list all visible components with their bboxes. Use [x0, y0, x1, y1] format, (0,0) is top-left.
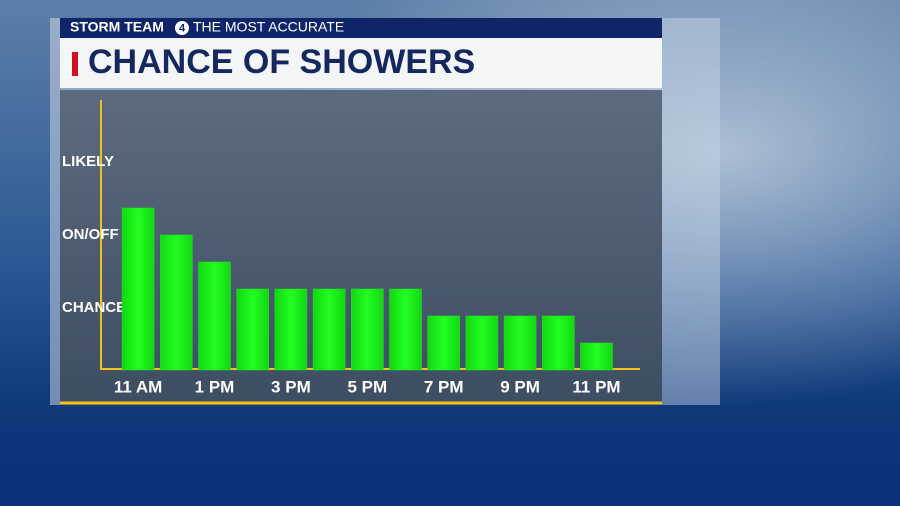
bar	[198, 261, 231, 371]
bar	[427, 315, 460, 371]
x-tick-label: 11 PM	[572, 377, 620, 396]
x-tick-label: 7 PM	[424, 377, 464, 396]
bar	[236, 288, 269, 371]
y-tick-label: CHANCE	[62, 299, 126, 316]
title-box	[60, 38, 662, 88]
x-tick-label: 11 AM	[114, 377, 163, 396]
x-tick-label: 5 PM	[347, 377, 387, 396]
x-tick-label: 1 PM	[195, 377, 235, 396]
brand: STORM TEAM	[70, 19, 164, 35]
bar	[580, 342, 613, 371]
bar	[351, 288, 384, 371]
bar	[121, 207, 155, 371]
bar	[465, 315, 499, 371]
bar	[389, 288, 422, 371]
logo-circle	[175, 21, 189, 35]
y-tick-label: ON/OFF	[62, 226, 119, 243]
panel-glass	[662, 18, 720, 405]
x-tick-label: 9 PM	[500, 377, 540, 396]
chart-title: CHANCE OF SHOWERS	[88, 43, 475, 81]
header-bar	[60, 18, 662, 38]
logo: 4	[179, 22, 186, 34]
floor	[0, 425, 900, 506]
bar	[503, 315, 537, 371]
y-tick-label: LIKELY	[62, 153, 114, 170]
bar	[312, 288, 346, 371]
tagline: THE MOST ACCURATE	[193, 19, 344, 35]
title-accent	[72, 52, 78, 76]
x-tick-label: 3 PM	[271, 377, 311, 396]
bar	[542, 315, 575, 371]
bar	[274, 288, 308, 371]
bar	[160, 234, 193, 371]
